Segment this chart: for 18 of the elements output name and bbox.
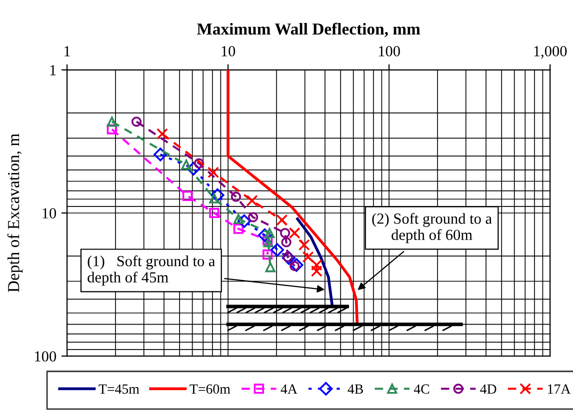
x-tick-label: 100 xyxy=(378,46,400,56)
annotation: (2) Soft ground to a depth of 60m xyxy=(372,212,492,244)
legend-label: T=60m xyxy=(190,384,230,394)
legend-label: 4C xyxy=(414,384,430,394)
legend-label: 4B xyxy=(348,384,363,394)
annotation: (1) Soft ground to a depth of 45m xyxy=(88,255,216,286)
legend-label: 4A xyxy=(280,384,298,394)
legend-label: 17A xyxy=(548,384,571,394)
legend-label: T=45m xyxy=(98,384,140,394)
x-tick-label: 1 xyxy=(64,46,70,56)
y-tick-label: 100 xyxy=(35,351,56,362)
y-axis-title: Depth of Excavation, m xyxy=(7,134,23,292)
legend-label: 4D xyxy=(480,384,496,394)
x-tick-label: 1,000 xyxy=(534,46,567,59)
x-axis-title: Maximum Wall Deflection, mm xyxy=(196,22,420,38)
y-tick-label: 1 xyxy=(50,65,56,76)
x-tick-label: 10 xyxy=(222,46,236,56)
y-tick-label: 10 xyxy=(42,208,56,218)
